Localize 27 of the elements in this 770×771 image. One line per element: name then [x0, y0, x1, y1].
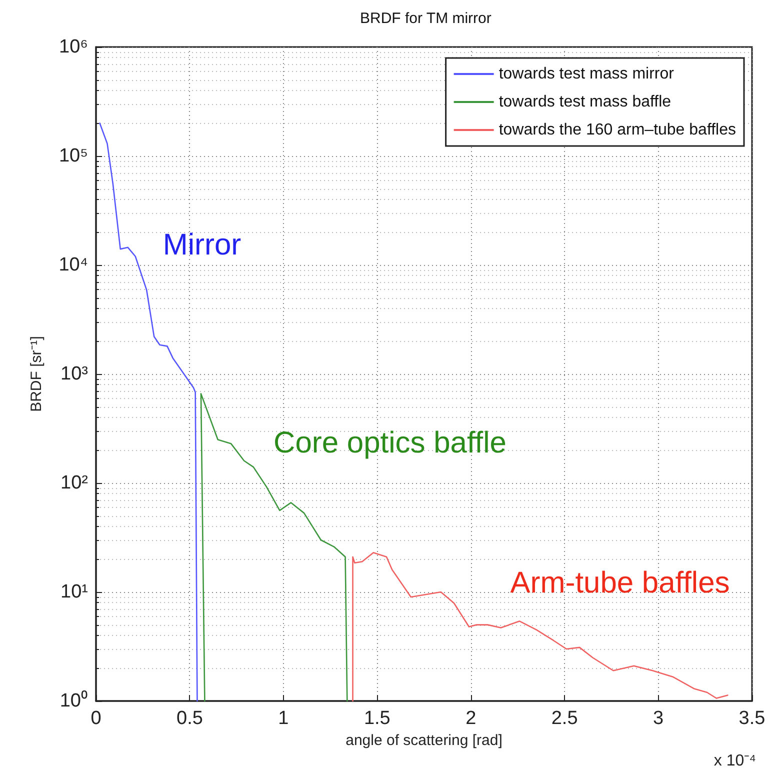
- y-tick-label: 10⁶: [59, 36, 88, 58]
- line-series: [352, 552, 728, 702]
- x-axis-title: angle of scattering [rad]: [346, 732, 502, 749]
- line-series: [200, 393, 348, 702]
- y-tick-label: 10¹: [60, 582, 88, 602]
- x-tick-label: 2.5: [551, 708, 578, 729]
- annotation: Mirror: [162, 228, 242, 262]
- y-tick-label: 10⁴: [58, 254, 88, 276]
- legend-label: towards test mass mirror: [498, 66, 675, 82]
- legend-label: towards the 160 arm–tube baffles: [498, 122, 736, 138]
- x-tick-label: 3: [652, 708, 664, 729]
- x-tick-label: 1.5: [364, 708, 390, 729]
- x-tick-label: 3.5: [738, 708, 766, 729]
- x-tick-label: 0.5: [176, 708, 203, 729]
- chart-title: BRDF for TM mirror: [360, 10, 492, 27]
- annotation: Arm-tube baffles: [510, 566, 730, 600]
- y-axis-title: BRDF [sr⁻¹]: [28, 336, 45, 412]
- annotation: Core optics baffle: [274, 426, 506, 460]
- x-tick-label: 1: [278, 708, 289, 729]
- y-tick-label: 10⁵: [58, 146, 88, 166]
- y-tick-label: 10²: [60, 472, 88, 494]
- x-tick-label: 2: [466, 708, 476, 729]
- y-tick-label: 10³: [60, 364, 88, 384]
- x-tick-label: 0: [90, 708, 102, 729]
- text: x 10⁻⁴: [714, 752, 756, 770]
- legend-label: towards test mass baffle: [498, 94, 672, 110]
- y-tick-label: 10⁰: [60, 690, 88, 712]
